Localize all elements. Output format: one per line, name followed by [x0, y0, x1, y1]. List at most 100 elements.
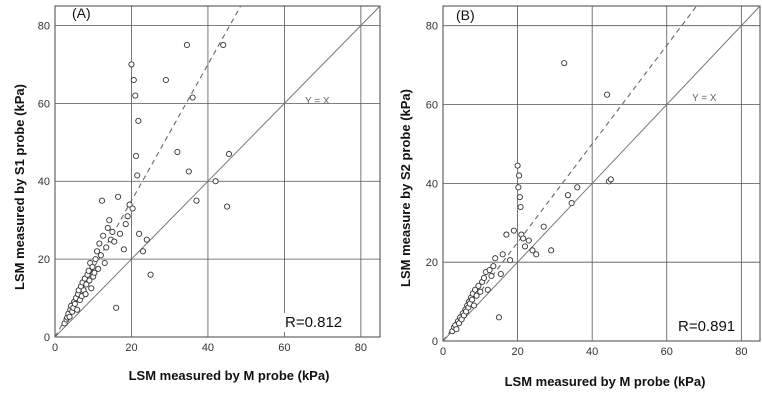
panel-b-data-point — [529, 247, 536, 254]
panel-b-data-point — [520, 235, 527, 242]
panel-b-data-point — [480, 274, 488, 281]
panel-a-identity-label: Y = X — [305, 96, 330, 107]
panel-b-data-point — [564, 192, 571, 199]
panel-a-data-point — [133, 152, 140, 159]
panel-b-data-point — [470, 302, 478, 309]
panel-b-data-point — [475, 282, 482, 289]
panel-b-data-point — [486, 267, 493, 274]
panel-b-plot-area: 0 20 40 60 80 0 20 40 60 80 — [426, 5, 761, 358]
panel-b-data-point — [517, 203, 524, 211]
panel-a-data-point — [134, 172, 141, 179]
panel-a-label: (A) — [72, 5, 91, 21]
panel-b-y-axis-title: LSM measure by S2 probe (kPa) — [398, 89, 413, 287]
panel-a-y-tick-label: 40 — [38, 176, 50, 188]
panel-a-data-point — [220, 41, 227, 48]
panel-a: 0 20 40 60 80 0 20 40 60 80 (A) LSM measured by M… — [12, 5, 381, 383]
panel-a-data-point — [135, 117, 142, 124]
panel-a-data-point — [139, 248, 146, 255]
panel-a-data-point — [83, 281, 90, 288]
panel-a-data-point — [71, 300, 78, 307]
panel-b-y-tick-label: 80 — [426, 21, 438, 33]
panel-b-r-value-background — [675, 317, 739, 336]
panel-b-data-point — [514, 162, 521, 169]
panel-b-data-point — [607, 176, 614, 183]
panel-b-label: (B) — [456, 7, 475, 23]
panel-a-data-point — [100, 232, 107, 239]
panel-a-data-point — [174, 148, 181, 156]
panel-b-data-point — [469, 296, 476, 303]
panel-b-data-point — [492, 255, 499, 262]
panel-b-data-point — [477, 288, 484, 295]
panel-b-data-point — [490, 263, 497, 270]
panel-a-data-point — [126, 201, 133, 208]
panel-b-data-point — [497, 270, 504, 278]
panel-b-x-tick-label: 60 — [661, 346, 673, 358]
panel-a-data-point — [113, 304, 120, 311]
panel-b-identity-label: Y = X — [692, 93, 717, 104]
panel-a-data-point — [120, 246, 127, 253]
panel-a-plot-frame — [54, 5, 381, 338]
panel-b-data-point — [453, 326, 460, 333]
panel-b-data-point — [507, 257, 514, 264]
panel-a-data-point — [132, 92, 139, 99]
panel-a-data-point — [212, 178, 219, 185]
panel-a-data-point — [92, 256, 99, 263]
panel-b-data-point — [516, 194, 523, 201]
panel-a-y-tick-label: 80 — [38, 20, 50, 32]
panel-b-regression-line — [442, 5, 698, 342]
panel-a-identity-line — [54, 5, 381, 338]
panel-a-r-value: R=0.812 — [285, 314, 342, 331]
panel-b-plot-frame — [442, 5, 761, 342]
panel-a-data-point — [183, 41, 190, 48]
panel-a-y-tick-label: 60 — [38, 98, 50, 110]
panel-b-data-point — [525, 237, 532, 244]
panel-b-data-point — [484, 286, 491, 293]
panel-a-x-tick-label: 0 — [52, 342, 58, 354]
panel-b-data-point — [533, 251, 540, 258]
panel-a-y-axis-title: LSM measured by S1 probe (kPa) — [12, 84, 27, 290]
panel-a-x-tick-label: 20 — [125, 342, 137, 354]
panel-b-data-point — [604, 91, 611, 98]
panel-b-data-point — [503, 231, 510, 238]
panel-b-x-tick-label: 0 — [440, 346, 446, 358]
panel-a-data-point — [109, 228, 116, 235]
panel-b-y-tick-label: 60 — [426, 100, 438, 112]
panel-a-data-point — [95, 265, 102, 272]
panel-a-data-point — [189, 94, 196, 101]
panel-b-data-point — [540, 223, 547, 230]
panel-b-data-point — [548, 247, 555, 254]
panel-b: 0 20 40 60 80 0 20 40 60 80 (B) LSM measured by M… — [398, 5, 761, 389]
panel-a-x-tick-label: 60 — [278, 342, 290, 354]
panel-b-data-point — [561, 60, 568, 67]
panel-a-data-point — [128, 61, 135, 68]
panel-a-plot-area: 0 20 40 60 80 0 20 40 60 80 — [38, 5, 381, 354]
panel-a-data-point — [122, 221, 129, 228]
panel-b-data-point — [488, 272, 495, 280]
panel-b-r-value: R=0.891 — [678, 318, 735, 335]
panel-a-data-point — [225, 150, 233, 158]
panel-b-data-point — [495, 314, 502, 321]
panel-a-data-point — [82, 291, 89, 298]
panel-b-data-point — [516, 172, 523, 179]
panel-b-data-point — [515, 184, 522, 191]
panel-a-data-point — [116, 230, 124, 237]
panel-a-x-tick-label: 40 — [202, 342, 214, 354]
panel-a-data-point — [86, 277, 93, 284]
panel-b-data-point — [510, 227, 517, 234]
panel-b-data-point — [499, 251, 506, 258]
panel-a-data-point — [136, 230, 143, 237]
panel-a-data-point — [193, 197, 200, 204]
panel-b-y-tick-label: 40 — [426, 178, 438, 190]
panel-a-data-point — [104, 224, 111, 232]
panel-a-data-point — [88, 285, 95, 292]
panel-a-x-tick-label: 80 — [355, 342, 367, 354]
panel-a-x-axis-title: LSM measured by M probe (kPa) — [129, 368, 330, 383]
panel-b-data-point — [568, 200, 575, 207]
panel-a-data-point — [97, 252, 104, 259]
panel-a-data-point — [162, 76, 169, 84]
panel-a-data-point — [147, 271, 154, 278]
panel-b-data-point — [473, 292, 480, 299]
panel-a-r-value-background — [282, 313, 346, 332]
panel-a-y-tick-label: 20 — [38, 254, 50, 266]
panel-a-data-point — [91, 269, 98, 276]
